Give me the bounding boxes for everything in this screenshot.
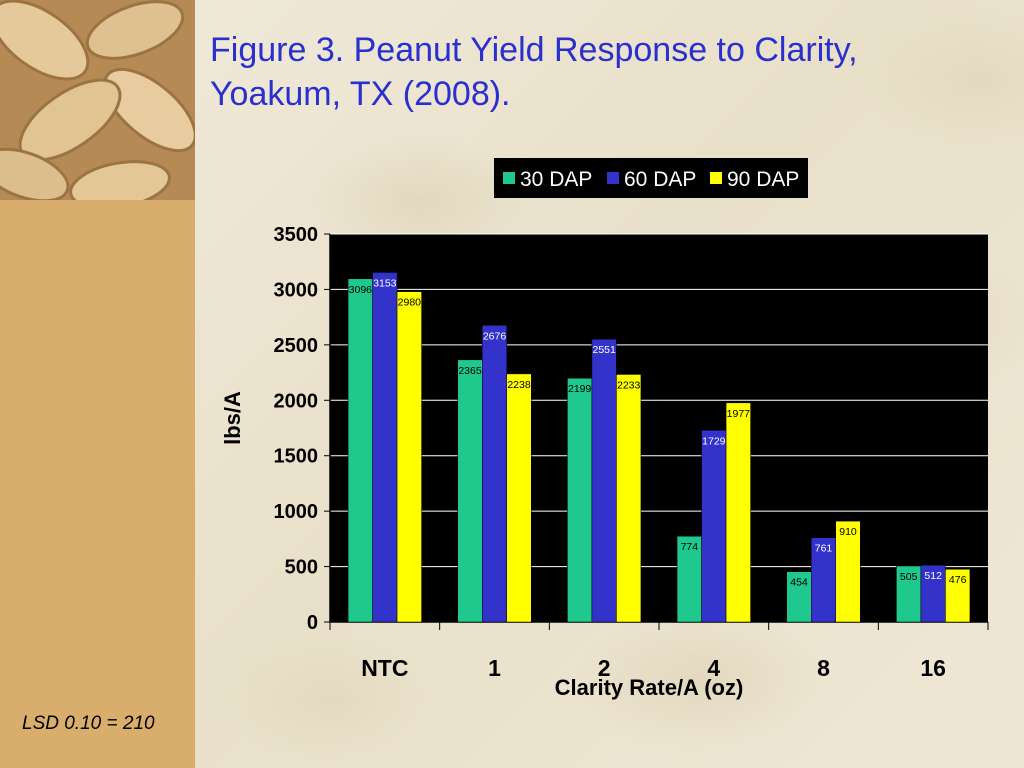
legend-swatch xyxy=(710,172,722,184)
data-label: 910 xyxy=(839,526,857,538)
slide-title-line1: Figure 3. Peanut Yield Response to Clari… xyxy=(210,31,858,69)
data-label: 1977 xyxy=(727,408,751,420)
legend-label: 60 DAP xyxy=(624,168,696,191)
legend xyxy=(494,158,808,198)
lsd-footnote: LSD 0.10 = 210 xyxy=(22,713,155,734)
x-tick-label: 2 xyxy=(598,655,611,681)
bar xyxy=(835,520,861,623)
bar xyxy=(896,565,922,623)
bar xyxy=(786,571,812,623)
bar xyxy=(811,537,836,623)
data-label: 2238 xyxy=(507,379,531,391)
legend-label: 90 DAP xyxy=(727,168,799,191)
data-label: 3096 xyxy=(349,284,373,296)
bar xyxy=(701,430,727,623)
data-label: 2551 xyxy=(592,344,616,356)
data-label: 3153 xyxy=(373,277,397,289)
legend-swatch xyxy=(503,172,515,184)
bar xyxy=(482,325,507,623)
y-tick-label: 0 xyxy=(307,612,318,634)
data-label: 2199 xyxy=(568,383,592,395)
y-tick-label: 2500 xyxy=(274,335,319,357)
data-label: 1729 xyxy=(702,435,726,447)
y-tick-label: 1000 xyxy=(274,501,319,523)
bar xyxy=(920,564,946,623)
legend-label: 30 DAP xyxy=(520,168,592,191)
x-tick-label: 4 xyxy=(707,655,720,681)
y-axis-title: lbs/A xyxy=(220,391,245,445)
x-tick-label: NTC xyxy=(361,655,408,681)
y-tick-label: 1500 xyxy=(274,446,319,468)
x-tick-label: 1 xyxy=(488,655,501,681)
slide-title: Figure 3. Peanut Yield Response to Clari… xyxy=(210,28,1010,116)
legend-swatch xyxy=(607,172,619,184)
bar xyxy=(591,338,617,623)
data-label: 454 xyxy=(790,577,808,589)
data-label: 2233 xyxy=(617,379,641,391)
data-label: 2980 xyxy=(398,297,422,309)
x-tick-label: 16 xyxy=(920,655,946,681)
y-tick-label: 500 xyxy=(285,557,318,579)
bar xyxy=(945,568,971,623)
y-tick-label: 3000 xyxy=(274,279,319,301)
bar xyxy=(567,377,593,623)
bar xyxy=(396,291,422,623)
data-label: 2676 xyxy=(483,330,507,342)
bar xyxy=(347,278,373,623)
bar xyxy=(725,402,751,623)
y-tick-label: 2000 xyxy=(274,390,319,412)
y-tick-label: 3500 xyxy=(274,224,319,246)
data-label: 512 xyxy=(924,570,942,582)
bar xyxy=(676,535,702,623)
x-tick-label: 8 xyxy=(817,655,830,681)
data-label: 476 xyxy=(949,574,967,586)
data-label: 774 xyxy=(681,541,699,553)
data-label: 2365 xyxy=(458,365,482,377)
plot-area xyxy=(330,234,988,622)
peanut-photo xyxy=(0,0,195,200)
data-label: 761 xyxy=(815,543,833,555)
x-axis-title: Clarity Rate/A (oz) xyxy=(555,675,744,700)
bar xyxy=(457,359,483,623)
data-label: 505 xyxy=(900,571,918,583)
bar xyxy=(372,272,398,623)
bar xyxy=(616,374,642,623)
slide-title-line2: Yoakum, TX (2008). xyxy=(210,75,511,113)
bar xyxy=(506,373,532,623)
